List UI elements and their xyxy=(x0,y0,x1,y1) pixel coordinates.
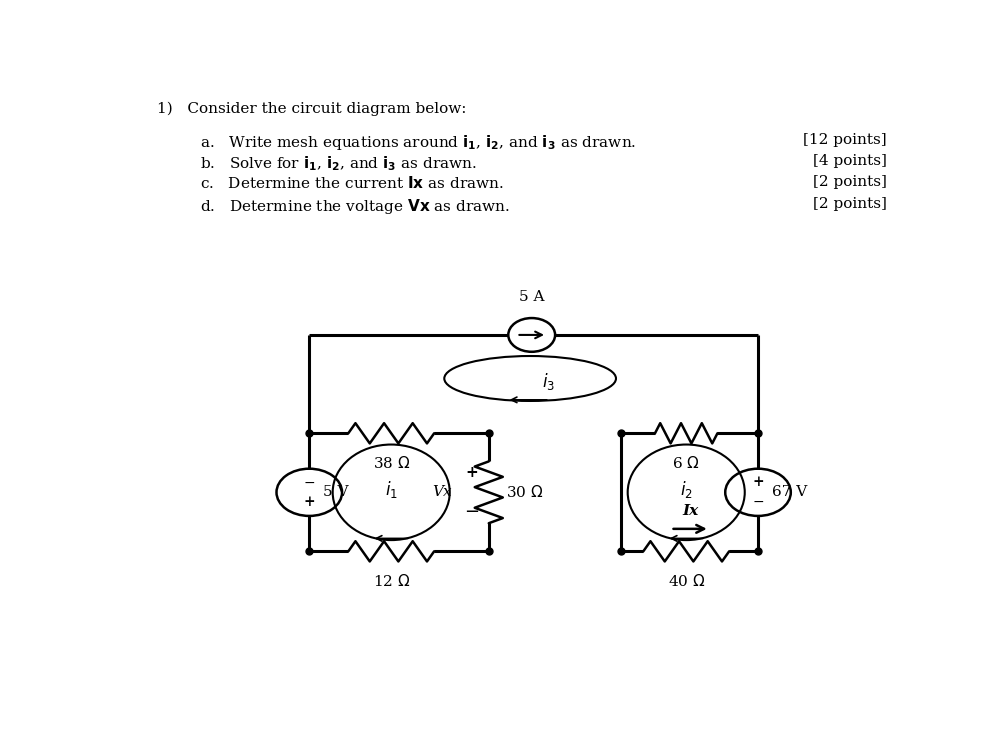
Text: 67 V: 67 V xyxy=(772,485,808,499)
Text: 12 $\Omega$: 12 $\Omega$ xyxy=(373,573,410,588)
Text: 6 $\Omega$: 6 $\Omega$ xyxy=(673,455,700,471)
Text: [2 points]: [2 points] xyxy=(813,175,887,189)
Text: +: + xyxy=(465,465,478,480)
Text: 30 $\Omega$: 30 $\Omega$ xyxy=(506,484,544,500)
Text: −: − xyxy=(464,503,479,521)
Text: c.   Determine the current $\mathbf{Ix}$ as drawn.: c. Determine the current $\mathbf{Ix}$ a… xyxy=(200,175,504,191)
Text: Ix: Ix xyxy=(682,504,698,518)
Text: $i_1$: $i_1$ xyxy=(385,479,398,500)
Text: −: − xyxy=(303,475,315,489)
Text: d.   Determine the voltage $\mathbf{Vx}$ as drawn.: d. Determine the voltage $\mathbf{Vx}$ a… xyxy=(200,196,510,215)
Text: 5 V: 5 V xyxy=(323,485,348,499)
Text: b.   Solve for $\mathbf{i_1}$, $\mathbf{i_2}$, and $\mathbf{i_3}$ as drawn.: b. Solve for $\mathbf{i_1}$, $\mathbf{i_… xyxy=(200,154,477,172)
Text: −: − xyxy=(752,495,764,510)
Text: 1)   Consider the circuit diagram below:: 1) Consider the circuit diagram below: xyxy=(157,101,466,116)
Text: 40 $\Omega$: 40 $\Omega$ xyxy=(668,573,705,588)
Text: $i_2$: $i_2$ xyxy=(680,479,693,500)
Text: [2 points]: [2 points] xyxy=(813,196,887,211)
Text: a.   Write mesh equations around $\mathbf{i_1}$, $\mathbf{i_2}$, and $\mathbf{i_: a. Write mesh equations around $\mathbf{… xyxy=(200,133,636,152)
Text: $i_3$: $i_3$ xyxy=(542,371,555,392)
Text: [4 points]: [4 points] xyxy=(813,154,887,168)
Text: 5 A: 5 A xyxy=(519,290,545,304)
Text: Vx: Vx xyxy=(432,485,452,499)
Text: +: + xyxy=(303,495,315,510)
Text: [12 points]: [12 points] xyxy=(804,133,887,147)
Text: 38 $\Omega$: 38 $\Omega$ xyxy=(373,455,410,471)
Text: +: + xyxy=(752,475,764,489)
